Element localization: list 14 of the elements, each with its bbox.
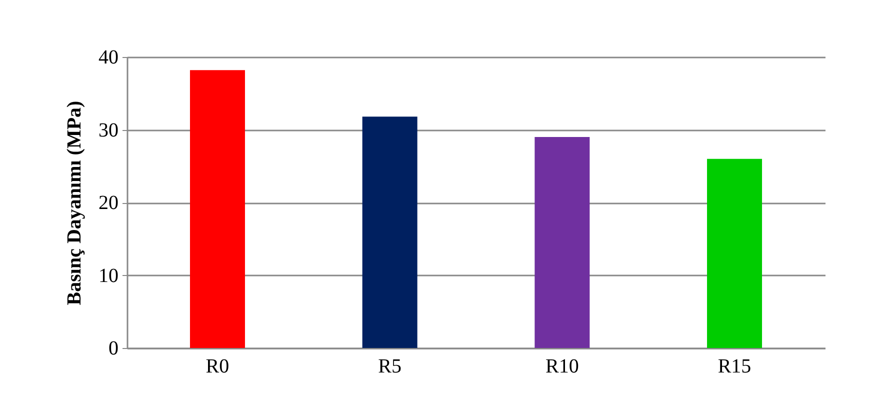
- x-tick-label: R15: [718, 356, 752, 378]
- bar: [190, 70, 245, 348]
- y-tick-label: 0: [108, 338, 118, 360]
- x-tick-label: R5: [378, 356, 402, 378]
- x-tick-label: R0: [206, 356, 230, 378]
- y-axis-title: Basınç Dayanımı (MPa): [64, 100, 86, 306]
- bar: [707, 158, 762, 348]
- y-tick-label: 40: [98, 46, 118, 68]
- y-tick-label: 30: [98, 119, 118, 142]
- x-tick-label: R10: [546, 356, 579, 378]
- y-tick-label: 10: [98, 264, 118, 287]
- y-tick-label: 20: [98, 192, 118, 214]
- bar: [362, 116, 418, 348]
- bar: [534, 137, 590, 348]
